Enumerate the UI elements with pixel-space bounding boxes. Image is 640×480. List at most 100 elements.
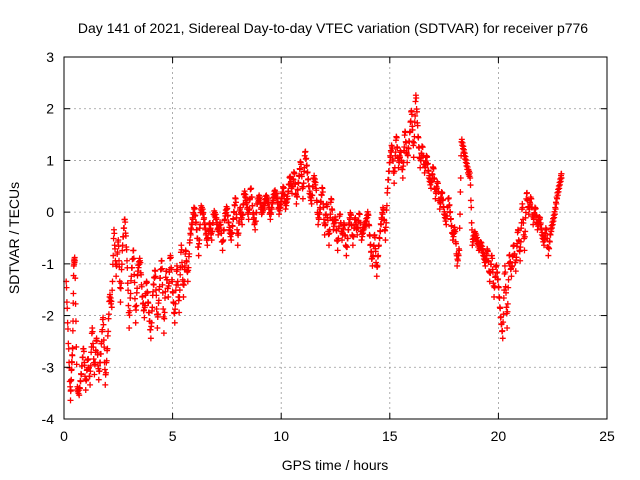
data-point	[187, 231, 194, 238]
data-point	[521, 233, 528, 240]
data-point	[549, 221, 556, 228]
data-point	[313, 187, 320, 194]
y-tick-label: 2	[46, 101, 54, 117]
data-point	[67, 397, 74, 404]
data-point	[413, 108, 420, 115]
data-point	[277, 204, 284, 211]
y-tick-labels: -4 -3 -2 -1 0 1 2 3	[42, 49, 55, 427]
data-point	[513, 254, 520, 261]
data-point	[295, 180, 302, 187]
data-point	[256, 194, 263, 201]
data-point	[73, 343, 80, 350]
data-point	[231, 202, 238, 209]
data-point	[304, 169, 311, 176]
data-point	[125, 287, 132, 294]
data-point	[147, 335, 154, 342]
data-point	[100, 321, 107, 328]
data-point	[429, 171, 436, 178]
data-point	[556, 185, 563, 192]
data-point	[375, 242, 382, 249]
data-point	[121, 225, 128, 232]
data-point	[294, 187, 301, 194]
data-point	[252, 226, 259, 233]
data-point	[184, 278, 191, 285]
data-point	[450, 233, 457, 240]
data-point	[126, 307, 133, 314]
data-point	[127, 290, 134, 297]
data-point	[461, 150, 468, 157]
data-point	[243, 195, 250, 202]
data-point	[517, 257, 524, 264]
data-point	[433, 185, 440, 192]
data-point	[537, 214, 544, 221]
data-point	[424, 160, 431, 167]
data-point	[545, 252, 552, 259]
data-point	[335, 235, 342, 242]
data-point	[389, 145, 396, 152]
data-point	[437, 200, 444, 207]
data-point	[546, 238, 553, 245]
data-point	[160, 306, 167, 313]
data-point	[267, 216, 274, 223]
data-point	[153, 306, 160, 313]
data-point	[148, 319, 155, 326]
data-point	[249, 202, 256, 209]
data-point	[509, 262, 516, 269]
data-point	[548, 225, 555, 232]
data-point	[252, 218, 259, 225]
data-point	[130, 255, 137, 262]
data-point	[280, 184, 287, 191]
data-point	[106, 291, 113, 298]
data-point	[297, 166, 304, 173]
data-point	[382, 227, 389, 234]
data-point	[246, 206, 253, 213]
data-point	[440, 203, 447, 210]
data-point	[414, 122, 421, 129]
data-point	[293, 200, 300, 207]
data-point	[308, 200, 315, 207]
data-point	[378, 221, 385, 228]
data-point	[143, 279, 150, 286]
data-point	[303, 162, 310, 169]
x-axis-label: GPS time / hours	[282, 457, 389, 473]
data-point	[176, 309, 183, 316]
data-point	[69, 327, 76, 334]
data-point	[430, 165, 437, 172]
data-point	[309, 192, 316, 199]
data-point	[408, 111, 415, 118]
data-point	[100, 314, 107, 321]
data-point	[285, 188, 292, 195]
data-point	[486, 278, 493, 285]
data-point	[417, 164, 424, 171]
data-point	[191, 205, 198, 212]
data-point	[436, 206, 443, 213]
data-point	[500, 294, 507, 301]
data-point	[434, 180, 441, 187]
data-point	[331, 223, 338, 230]
data-point	[138, 283, 145, 290]
data-point	[373, 273, 380, 280]
data-point	[129, 256, 136, 263]
data-point	[172, 300, 179, 307]
data-point	[131, 279, 138, 286]
data-point	[553, 200, 560, 207]
data-point	[522, 214, 529, 221]
data-point	[491, 293, 498, 300]
data-point	[113, 273, 120, 280]
data-point	[245, 216, 252, 223]
data-point	[168, 266, 175, 273]
data-point	[494, 269, 501, 276]
data-point	[69, 345, 76, 352]
data-point	[556, 181, 563, 188]
data-point	[405, 145, 412, 152]
data-point	[519, 204, 526, 211]
data-point	[135, 264, 142, 271]
data-point	[557, 178, 564, 185]
data-point	[399, 175, 406, 182]
data-point	[468, 204, 475, 211]
data-point	[349, 232, 356, 239]
data-point	[508, 273, 515, 280]
data-point	[193, 219, 200, 226]
data-point	[248, 185, 255, 192]
data-point	[504, 308, 511, 315]
